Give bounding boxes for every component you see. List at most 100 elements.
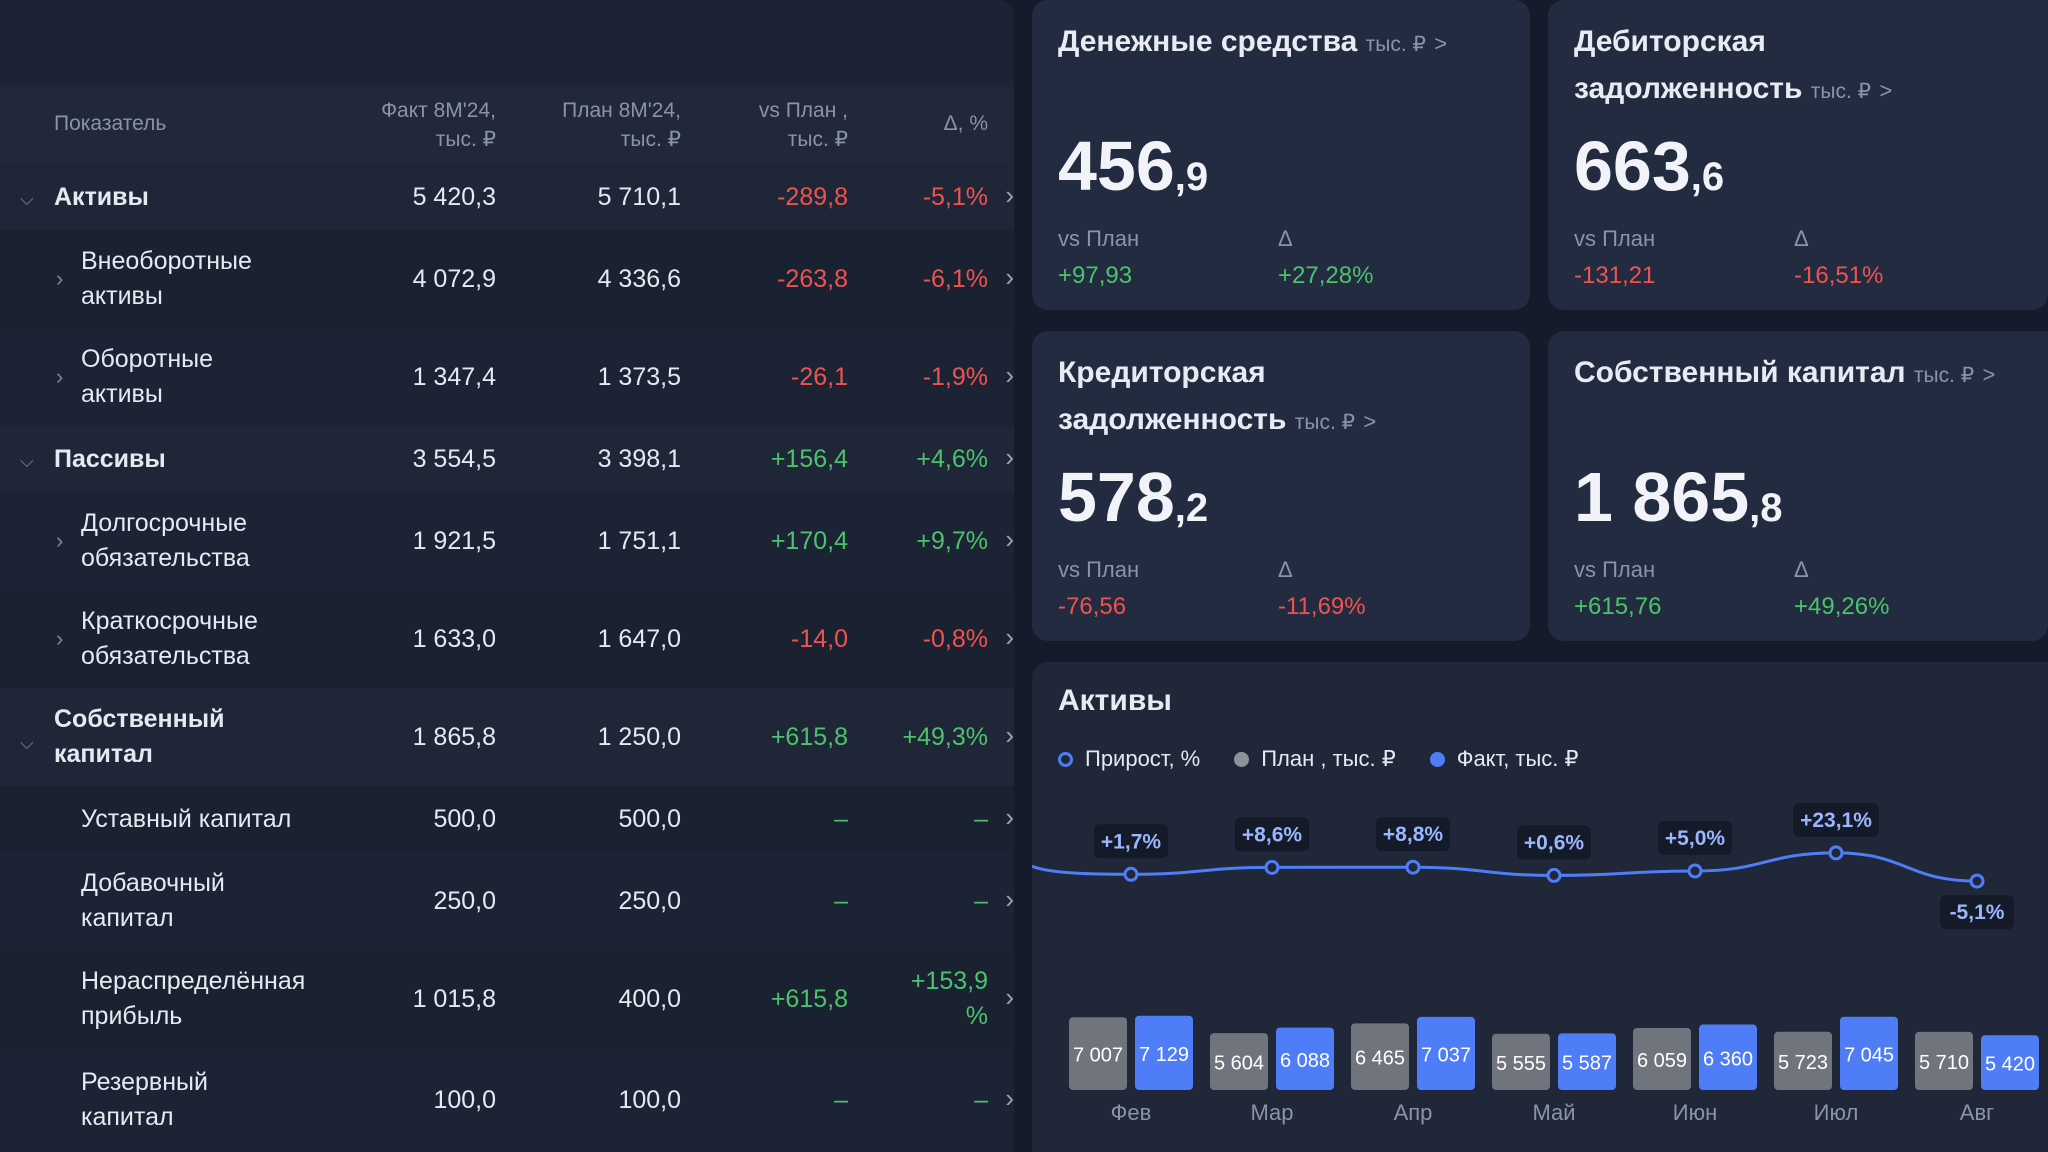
row-label-line1: Уставный капитал: [81, 805, 292, 833]
fact-bar-label: 5 587: [1562, 1053, 1612, 1075]
chevron-down-icon[interactable]: ⌵: [20, 189, 34, 209]
chevron-right-icon[interactable]: ›: [1005, 884, 1014, 914]
legend-item-growth[interactable]: Прирост, %: [1058, 746, 1200, 772]
x-tick-label: Июн: [1673, 1100, 1717, 1125]
card-cash-title: Денежные средства тыс. ₽ >: [1058, 18, 1498, 68]
col-header-vs-plan[interactable]: vs План , тыс. ₽: [759, 96, 848, 154]
table-row[interactable]: Уставный капитал 500,0 500,0– – ›: [0, 786, 1014, 852]
card-payables-value-int: 578: [1058, 458, 1175, 536]
card-payables-vs-label: vs План: [1058, 557, 1140, 582]
card-payables-title-line2: задолженность: [1058, 403, 1287, 436]
growth-point: [1405, 859, 1421, 875]
card-equity-delta-label: Δ: [1794, 557, 1809, 582]
chevron-right-icon[interactable]: ›: [1005, 180, 1014, 210]
chevron-right-icon[interactable]: ›: [56, 626, 64, 651]
growth-label: +1,7%: [1101, 830, 1161, 853]
growth-point: [1687, 863, 1703, 879]
x-tick-label: Апр: [1394, 1100, 1433, 1125]
card-receivables-title-line2: задолженность: [1574, 72, 1803, 105]
col-header-name[interactable]: Показатель: [54, 112, 167, 135]
plan-bar: [1633, 1027, 1691, 1090]
card-receivables-delta-label: Δ: [1794, 226, 1809, 251]
row-label-line1: Добавочный: [81, 869, 225, 897]
card-equity-vs-label: vs План: [1574, 557, 1656, 582]
chevron-right-icon[interactable]: ›: [1005, 622, 1014, 652]
card-equity[interactable]: Собственный капитал тыс. ₽ > 1 865,8 vs …: [1548, 331, 2048, 641]
fact-bar: [1276, 1027, 1334, 1090]
chevron-right-icon[interactable]: ›: [1005, 262, 1014, 292]
chevron-right-icon[interactable]: >: [1982, 362, 1996, 387]
table-row[interactable]: Резервный капитал 100,0 100,0– – ›: [0, 1048, 1014, 1152]
col-header-plan[interactable]: План 8М'24, тыс. ₽: [562, 96, 681, 154]
legend-item-plan[interactable]: План , тыс. ₽: [1234, 746, 1396, 772]
cell-delta: -0,8%: [922, 625, 988, 653]
card-receivables-vs-label: vs План: [1574, 226, 1656, 251]
fact-bar-label: 6 360: [1703, 1048, 1753, 1070]
chevron-right-icon[interactable]: >: [1363, 409, 1377, 434]
row-label-line1: Пассивы: [54, 445, 166, 473]
cell-delta: –: [974, 805, 988, 833]
chevron-right-icon[interactable]: ›: [56, 364, 64, 389]
card-receivables-title: Дебиторская задолженность тыс. ₽ >: [1574, 18, 2014, 115]
row-label-line1: Активы: [54, 183, 149, 211]
chevron-right-icon[interactable]: ›: [1005, 524, 1014, 554]
table-row[interactable]: › Краткосрочные обязательства 1 633,0 1 6…: [0, 590, 1014, 688]
legend-dot-icon: [1234, 751, 1250, 767]
cell-fact: 1 865,8: [412, 723, 496, 751]
cell-vs-plan: -26,1: [791, 363, 848, 391]
cell-fact: 1 015,8: [412, 985, 496, 1013]
table-row[interactable]: › Долгосрочные обязательства 1 921,5 1 75…: [0, 492, 1014, 590]
chart-title: Активы: [1058, 684, 1172, 717]
plan-bar-label: 5 555: [1496, 1053, 1546, 1075]
table-row[interactable]: › Внеоборотные активы 4 072,9 4 336,6 -263…: [0, 230, 1014, 328]
table-row[interactable]: ⌵ Собственный капитал 1 865,8 1 250,0 +615…: [0, 688, 1014, 786]
row-label-line1: Оборотные: [81, 345, 214, 373]
plan-bar-label: 7 007: [1073, 1045, 1123, 1067]
table-row[interactable]: › Оборотные активы 1 347,4 1 373,5 -26,1 -1…: [0, 328, 1014, 426]
row-label-line1: Долгосрочные: [81, 509, 248, 537]
card-receivables-title-line1: Дебиторская: [1574, 25, 1766, 58]
table-row[interactable]: Добавочный капитал 250,0 250,0– – ›: [0, 852, 1014, 950]
chevron-right-icon[interactable]: ›: [1005, 982, 1014, 1012]
col-header-delta[interactable]: Δ, %: [943, 112, 988, 135]
row-label-line2: обязательства: [81, 544, 250, 572]
chevron-right-icon[interactable]: >: [1434, 31, 1448, 56]
row-label-line1: Краткосрочные: [81, 607, 258, 635]
growth-label-bg: [1094, 824, 1168, 859]
chevron-right-icon[interactable]: ›: [1005, 1083, 1014, 1113]
chevron-right-icon[interactable]: ›: [56, 266, 64, 291]
cell-delta: +4,6%: [916, 445, 988, 473]
growth-label-bg: [1940, 895, 2014, 930]
card-receivables-vs-value: -131,21: [1574, 262, 1656, 289]
table-row[interactable]: Нераспределённая прибыль 1 015,8 400,0 +61…: [0, 950, 1014, 1048]
col-header-fact[interactable]: Факт 8М'24, тыс. ₽: [381, 96, 496, 154]
card-receivables[interactable]: Дебиторская задолженность тыс. ₽ > 663,6…: [1548, 0, 2048, 310]
growth-label: +8,6%: [1242, 823, 1302, 846]
card-payables[interactable]: Кредиторская задолженность тыс. ₽ > 578,…: [1032, 331, 1530, 641]
legend-label-growth: Прирост, %: [1085, 746, 1201, 771]
table-row[interactable]: ⌵ Пассивы 3 554,5 3 398,1 +156,4 +4,6% ›: [0, 426, 1014, 492]
cell-fact: 1 633,0: [412, 625, 496, 653]
growth-point: [1123, 866, 1139, 882]
chevron-right-icon[interactable]: ›: [56, 528, 64, 553]
chevron-down-icon[interactable]: ⌵: [20, 451, 34, 471]
chevron-right-icon[interactable]: ›: [1005, 802, 1014, 832]
chevron-right-icon[interactable]: ›: [1005, 720, 1014, 750]
chevron-down-icon[interactable]: ⌵: [20, 733, 34, 753]
card-cash-value-int: 456: [1058, 127, 1175, 205]
col-header-plan-line2: тыс. ₽: [620, 128, 681, 151]
chevron-right-icon[interactable]: ›: [1005, 442, 1014, 472]
chevron-right-icon[interactable]: ›: [1005, 360, 1014, 390]
table-row[interactable]: ⌵ Активы 5 420,3 5 710,1 -289,8 -5,1% ›: [0, 164, 1014, 230]
cell-fact: 1 921,5: [412, 527, 496, 555]
growth-label-bg: [1376, 817, 1450, 852]
card-cash[interactable]: Денежные средства тыс. ₽ > 456,9 vs План…: [1032, 0, 1530, 310]
legend-item-fact[interactable]: Факт, тыс. ₽: [1429, 746, 1579, 772]
row-label: Добавочный капитал: [81, 866, 225, 936]
growth-label-bg: [1235, 817, 1309, 852]
row-label-line2: активы: [81, 282, 163, 310]
chevron-right-icon[interactable]: >: [1879, 78, 1893, 103]
card-cash-unit: тыс. ₽: [1365, 33, 1426, 56]
card-cash-vs-value: +97,93: [1058, 262, 1133, 289]
card-cash-title-text: Денежные средства: [1058, 25, 1358, 58]
